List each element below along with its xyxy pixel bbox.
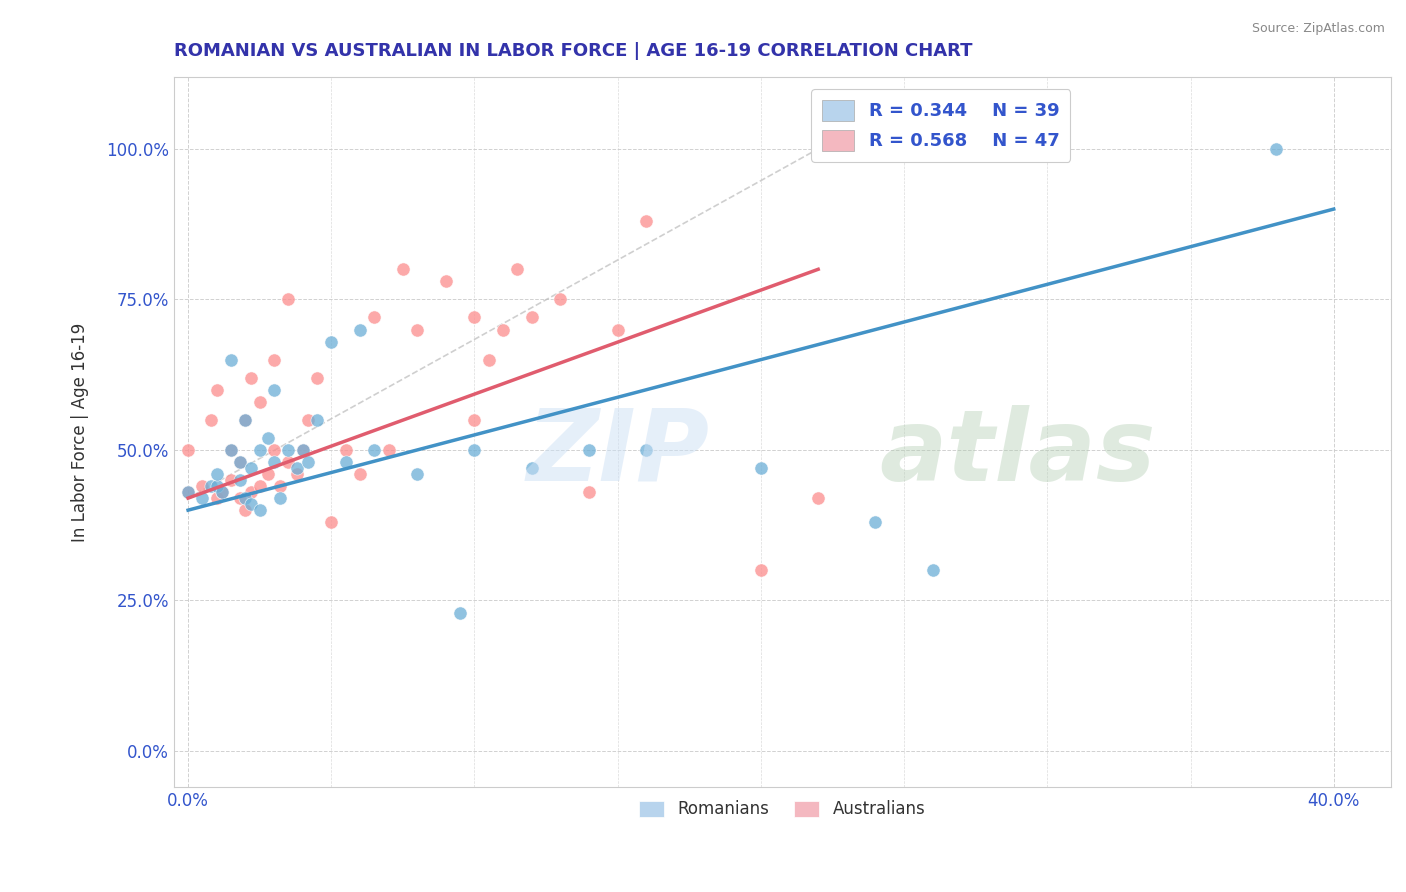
Text: Source: ZipAtlas.com: Source: ZipAtlas.com xyxy=(1251,22,1385,36)
Point xyxy=(228,455,250,469)
Point xyxy=(277,442,299,457)
Point xyxy=(550,293,572,307)
Point xyxy=(363,442,385,457)
Point xyxy=(257,467,280,481)
Point xyxy=(363,310,385,325)
Point xyxy=(211,485,233,500)
Point xyxy=(228,455,250,469)
Legend: Romanians, Australians: Romanians, Australians xyxy=(633,794,932,825)
Point xyxy=(177,485,200,500)
Point xyxy=(249,442,271,457)
Point xyxy=(406,322,429,336)
Point xyxy=(235,413,257,427)
Point xyxy=(434,274,457,288)
Point xyxy=(228,491,250,505)
Point xyxy=(191,491,214,505)
Point xyxy=(200,479,222,493)
Point xyxy=(297,455,319,469)
Point xyxy=(269,479,291,493)
Point xyxy=(520,310,543,325)
Point xyxy=(211,485,233,500)
Point xyxy=(285,461,308,475)
Point xyxy=(205,467,228,481)
Point xyxy=(463,442,485,457)
Point xyxy=(205,491,228,505)
Point xyxy=(506,262,529,277)
Point xyxy=(349,322,371,336)
Point xyxy=(240,497,263,511)
Point xyxy=(257,431,280,445)
Point xyxy=(406,467,429,481)
Point xyxy=(321,515,343,529)
Point xyxy=(305,370,328,384)
Point xyxy=(249,394,271,409)
Point xyxy=(269,491,291,505)
Point xyxy=(463,413,485,427)
Point xyxy=(1265,142,1288,156)
Point xyxy=(219,442,242,457)
Point xyxy=(219,352,242,367)
Point xyxy=(277,455,299,469)
Point xyxy=(205,479,228,493)
Point xyxy=(578,442,600,457)
Point xyxy=(200,413,222,427)
Point xyxy=(191,479,214,493)
Point xyxy=(335,442,357,457)
Point xyxy=(392,262,415,277)
Point xyxy=(263,383,285,397)
Point xyxy=(249,479,271,493)
Text: ROMANIAN VS AUSTRALIAN IN LABOR FORCE | AGE 16-19 CORRELATION CHART: ROMANIAN VS AUSTRALIAN IN LABOR FORCE | … xyxy=(174,42,973,60)
Point xyxy=(228,473,250,487)
Point xyxy=(305,413,328,427)
Point xyxy=(291,442,314,457)
Point xyxy=(235,413,257,427)
Point xyxy=(449,606,471,620)
Point xyxy=(478,352,501,367)
Point xyxy=(520,461,543,475)
Point xyxy=(219,473,242,487)
Point xyxy=(263,352,285,367)
Point xyxy=(377,442,399,457)
Text: atlas: atlas xyxy=(880,405,1156,501)
Point xyxy=(921,563,943,577)
Point xyxy=(492,322,515,336)
Point xyxy=(291,442,314,457)
Point xyxy=(249,503,271,517)
Point xyxy=(749,461,772,475)
Point xyxy=(349,467,371,481)
Point xyxy=(263,455,285,469)
Point xyxy=(277,293,299,307)
Point xyxy=(240,485,263,500)
Point xyxy=(636,442,658,457)
Point xyxy=(636,214,658,228)
Point xyxy=(285,467,308,481)
Y-axis label: In Labor Force | Age 16-19: In Labor Force | Age 16-19 xyxy=(72,322,89,541)
Point xyxy=(235,503,257,517)
Point xyxy=(240,370,263,384)
Point xyxy=(335,455,357,469)
Point xyxy=(463,310,485,325)
Point xyxy=(177,485,200,500)
Point xyxy=(240,461,263,475)
Point xyxy=(219,442,242,457)
Point xyxy=(865,515,887,529)
Point xyxy=(263,442,285,457)
Text: ZIP: ZIP xyxy=(526,405,710,501)
Point xyxy=(578,485,600,500)
Point xyxy=(321,334,343,349)
Point xyxy=(205,383,228,397)
Point xyxy=(749,563,772,577)
Point xyxy=(606,322,628,336)
Point xyxy=(235,491,257,505)
Point xyxy=(297,413,319,427)
Point xyxy=(807,491,830,505)
Point xyxy=(177,442,200,457)
